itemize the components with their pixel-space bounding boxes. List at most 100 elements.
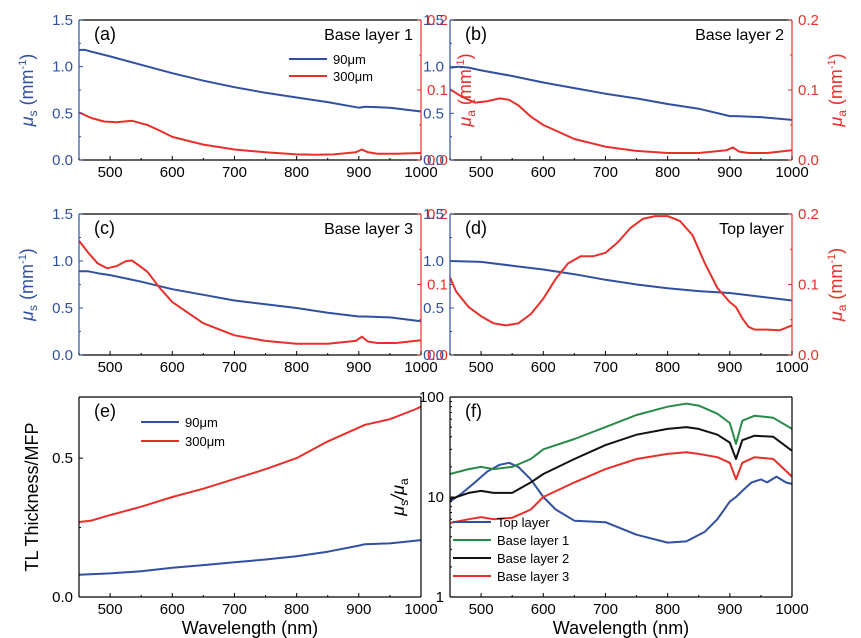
y2-axis-label-mu: μ [826,311,846,322]
y-tick-label-c-0: 0.0 [52,347,73,364]
y2-tick-label-b-0: 0.0 [798,152,819,169]
y-axis-label-mu: μ [17,116,37,127]
y-tick-label-b-3: 1.5 [423,12,444,29]
y2-axis-label-unit: (mm [826,264,846,305]
y-tick-label-d-0: 0.0 [423,347,444,364]
y-axis-label-sub: s [397,500,411,506]
series-line-d-0 [449,260,793,302]
y2-axis-label-exp: -1 [455,59,467,69]
x-tick-label-e-0: 500 [98,601,123,618]
y2-axis-label-b: μa (mm-1) [826,53,849,127]
panel-label-f: (f) [465,401,482,421]
x-tick-label-e-4: 900 [346,601,371,618]
x-tick-label-c-3: 800 [284,359,309,376]
y2-axis-label-close: ) [826,248,846,254]
y2-axis-label-mu: μ [455,117,475,128]
y2-tick-label-c-2: 0.2 [427,206,448,223]
y-axis-label-text: TL Thickness/MFP [22,422,42,571]
x-axis-label-f: Wavelength (nm) [553,618,689,638]
x-tick-label-d-3: 800 [655,359,680,376]
y2-axis-label-sub: a [464,110,478,117]
x-tick-label-a-0: 500 [98,164,123,181]
x-tick-label-a-3: 800 [284,164,309,181]
y2-tick-label-a-0: 0.0 [427,152,448,169]
y2-tick-label-b-1: 0.1 [798,82,819,99]
x-tick-label-e-2: 700 [222,601,247,618]
series-line-a-1 [78,111,422,156]
panel-d: 500 600 700 800 900 10000.00.51.01.50.00.10.2… [423,206,849,376]
y-tick-label-f-1: 10 [427,489,444,506]
x-tick-label-c-2: 700 [222,359,247,376]
x-tick-label-a-1: 600 [160,164,185,181]
legend-label-f-0: Top layer [497,515,550,530]
y-axis-label-a: μs (mm-1) [17,54,40,128]
x-tick-label-a-5: 1000 [404,164,437,181]
y-tick-label-e-1: 0.5 [52,450,73,467]
x-tick-label-d-0: 500 [469,359,494,376]
y-axis-label-c: μs (mm-1) [17,248,40,322]
series-line-a-0 [79,48,422,113]
y-tick-label-f-2: 100 [419,389,444,406]
y-axis-label-mu: μ [388,506,408,517]
y2-axis-label-close: ) [455,53,475,59]
y2-tick-label-c-1: 0.1 [427,277,448,294]
y-tick-label-a-1: 0.5 [52,105,73,122]
panel-label-e: (e) [94,401,116,421]
series-line-e-1 [78,405,422,523]
x-tick-label-f-2: 700 [593,601,618,618]
y-tick-label-d-2: 1.0 [423,253,444,270]
x-tick-label-c-4: 900 [346,359,371,376]
y2-axis-label-sub: a [835,110,849,117]
y-tick-label-d-1: 0.5 [423,300,444,317]
series-line-b-1 [449,88,793,154]
legend-label-f-2: Base layer 2 [497,551,569,566]
x-tick-label-d-4: 900 [717,359,742,376]
panel-annotation-b: Base layer 2 [695,27,784,44]
x-tick-label-b-5: 1000 [775,164,808,181]
x-tick-label-b-2: 700 [593,164,618,181]
y-tick-label-c-1: 0.5 [52,300,73,317]
x-tick-label-f-1: 600 [531,601,556,618]
panel-annotation-d: Top layer [719,221,785,238]
x-tick-label-d-5: 1000 [775,359,808,376]
panel-e: 500 600 700 800 900 1000 0.0 0.5 (e) Wavelength (… [22,396,438,638]
series-line-c-0 [79,270,422,323]
y-axis-label-close: ) [17,54,37,60]
panel-label-d: (d) [465,218,487,238]
y2-axis-label-close: ) [826,53,846,59]
x-tick-label-e-1: 600 [160,601,185,618]
y2-axis-label-sub: a [835,304,849,311]
x-tick-label-e-3: 800 [284,601,309,618]
panel-a: 500 600 700 800 900 10000.00.51.01.50.00.10.2… [17,12,478,181]
panel-label-c: (c) [94,218,115,238]
panel-annotation-a: Base layer 1 [324,27,413,44]
x-tick-label-b-0: 500 [469,164,494,181]
y2-axis-label-unit: (mm [455,69,475,110]
y2-tick-label-d-0: 0.0 [798,347,819,364]
y-tick-label-b-1: 0.5 [423,105,444,122]
x-tick-label-d-1: 600 [531,359,556,376]
y-tick-label-b-2: 1.0 [423,59,444,76]
y-axis-label-unit: (mm [17,69,37,110]
y2-tick-label-a-1: 0.1 [427,82,448,99]
y-tick-label-d-3: 1.5 [423,206,444,223]
y2-tick-label-b-2: 0.2 [798,12,819,29]
x-tick-label-a-4: 900 [346,164,371,181]
panel-b: 500 600 700 800 900 10000.00.51.01.50.00.10.2… [423,12,849,181]
x-tick-label-c-5: 1000 [404,359,437,376]
x-tick-label-b-1: 600 [531,164,556,181]
series-line-f-3 [449,451,793,524]
series-line-b-0 [449,65,793,121]
x-tick-label-b-3: 800 [655,164,680,181]
panel-label-b: (b) [465,24,487,44]
panel-annotation-c: Base layer 3 [324,221,413,238]
legend-label-e-0: 90μm [185,415,218,430]
legend-label-a-1: 300μm [333,69,373,84]
y2-tick-label-c-0: 0.0 [427,347,448,364]
y2-axis-label-mu: μ [826,117,846,128]
y-tick-label-e-0: 0.0 [52,589,73,606]
y-axis-label-exp: -1 [17,254,29,264]
y-tick-label-a-3: 1.5 [52,12,73,29]
